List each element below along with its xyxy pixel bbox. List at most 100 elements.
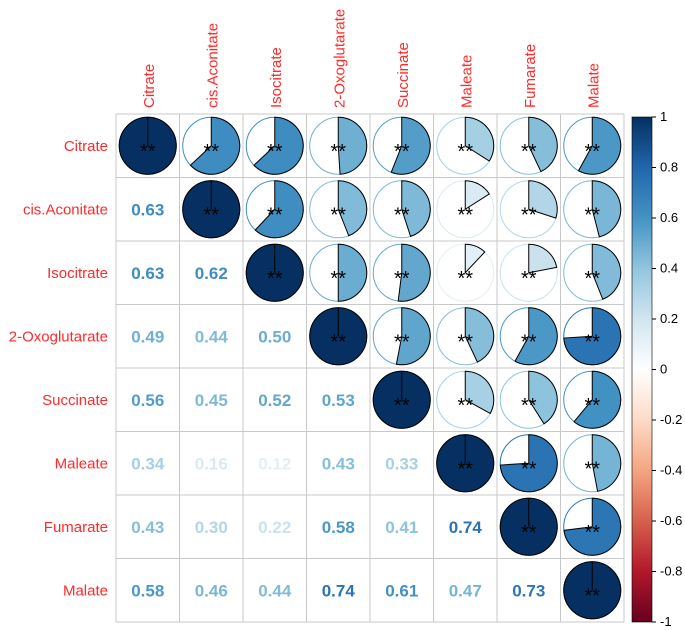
pie-cell: ** — [436, 243, 495, 302]
pie-cell: ** — [436, 370, 495, 429]
column-label: Succinate — [395, 42, 412, 108]
pie-slice — [254, 180, 304, 239]
correlation-value: 0.53 — [322, 391, 355, 410]
correlation-value: 0.43 — [131, 518, 164, 537]
pie-cell: ** — [499, 497, 558, 556]
significance-marker: ** — [330, 268, 346, 290]
significance-marker: ** — [457, 395, 473, 417]
pie-slice — [577, 116, 622, 175]
colorbar-tick-label: -0.2 — [660, 412, 682, 427]
pie-cell: ** — [182, 116, 241, 175]
correlation-value: 0.58 — [322, 518, 355, 537]
colorbar-tick-label: 0.2 — [660, 311, 678, 326]
colorbar-tick-label: -1 — [660, 614, 672, 629]
pie-slice — [337, 116, 368, 175]
matrix-cells: ** ** ** ** ** ** ** ** 0.63 ** ** ** ** ** ** ** 0.63 0.… — [118, 116, 622, 620]
pie-cell: ** — [499, 307, 558, 366]
pie-cell: ** — [436, 116, 495, 175]
pie-cell: ** — [499, 243, 558, 302]
row-label: Isocitrate — [47, 265, 108, 282]
colorbar-tick-label: -0.8 — [660, 564, 682, 579]
pie-slice — [337, 243, 368, 302]
significance-marker: ** — [267, 141, 283, 163]
correlation-value: 0.50 — [258, 327, 291, 346]
pie-cell: ** — [563, 370, 622, 429]
pie-cell: ** — [245, 116, 304, 175]
significance-marker: ** — [521, 331, 537, 353]
row-label: 2-Oxoglutarate — [9, 328, 108, 345]
pie-slice — [401, 180, 431, 237]
significance-marker: ** — [521, 141, 537, 163]
pie-slice — [395, 307, 431, 366]
significance-marker: ** — [457, 268, 473, 290]
row-label: Citrate — [64, 138, 108, 155]
pie-slice — [337, 180, 368, 237]
correlation-value: 0.47 — [449, 581, 482, 600]
pie-slice — [573, 370, 622, 429]
significance-marker: ** — [584, 331, 600, 353]
pie-cell: ** — [372, 116, 431, 175]
colorbar-tick-label: 0.8 — [660, 160, 678, 175]
pie-cell: ** — [563, 307, 622, 366]
pie-cell: ** — [499, 370, 558, 429]
significance-marker: ** — [203, 141, 219, 163]
pie-slice — [591, 434, 622, 492]
pie-slice — [528, 116, 558, 173]
significance-marker: ** — [140, 141, 156, 163]
significance-marker: ** — [584, 458, 600, 480]
correlation-value: 0.43 — [322, 454, 355, 473]
correlation-value: 0.33 — [385, 454, 418, 473]
significance-marker: ** — [457, 204, 473, 226]
pie-slice — [528, 370, 558, 425]
pie-slice — [464, 307, 495, 363]
pie-cell: ** — [182, 180, 241, 239]
correlation-value: 0.74 — [449, 518, 483, 537]
significance-marker: ** — [394, 268, 410, 290]
correlation-value: 0.56 — [131, 391, 164, 410]
pie-cell: ** — [563, 497, 622, 556]
pie-cell: ** — [563, 116, 622, 175]
correlation-value: 0.61 — [385, 581, 418, 600]
pie-cell: ** — [118, 116, 177, 175]
pie-slice — [514, 307, 558, 366]
column-label: Malate — [585, 63, 602, 108]
pie-slice — [563, 307, 622, 366]
pie-cell: ** — [309, 307, 368, 366]
colorbar-tick-label: 1 — [660, 109, 667, 124]
row-label: Maleate — [55, 455, 108, 472]
significance-marker: ** — [267, 204, 283, 226]
pie-cell: ** — [245, 180, 304, 239]
pie-slice — [591, 180, 622, 238]
column-labels: Citrate cis.Aconitate Isocitrate 2-Oxogluta… — [141, 9, 603, 108]
correlation-value: 0.30 — [195, 518, 228, 537]
column-label: Maleate — [458, 55, 475, 108]
correlation-value: 0.46 — [195, 581, 228, 600]
colorbar-gradient — [631, 116, 653, 623]
pie-cell: ** — [499, 180, 558, 239]
pie-cell: ** — [563, 243, 622, 302]
significance-marker: ** — [394, 395, 410, 417]
significance-marker: ** — [521, 268, 537, 290]
row-label: Malate — [63, 582, 108, 599]
correlation-value: 0.73 — [512, 581, 545, 600]
pie-slice — [591, 243, 622, 300]
significance-marker: ** — [584, 395, 600, 417]
pie-cell: ** — [309, 243, 368, 302]
correlation-value: 0.34 — [131, 454, 165, 473]
pie-slice — [390, 116, 431, 175]
pie-cell: ** — [372, 370, 431, 429]
correlation-value: 0.44 — [258, 581, 292, 600]
pie-cell: ** — [436, 307, 495, 366]
pie-slice — [528, 180, 558, 219]
correlation-value: 0.16 — [195, 454, 228, 473]
pie-cell: ** — [372, 243, 431, 302]
significance-marker: ** — [521, 522, 537, 544]
correlation-value: 0.58 — [131, 581, 164, 600]
significance-marker: ** — [584, 141, 600, 163]
significance-marker: ** — [584, 204, 600, 226]
correlation-value: 0.52 — [258, 391, 291, 410]
row-label: Fumarate — [44, 519, 108, 536]
significance-marker: ** — [457, 331, 473, 353]
colorbar-tick-label: 0 — [660, 362, 667, 377]
colorbar-tick-label: 0.4 — [660, 261, 678, 276]
